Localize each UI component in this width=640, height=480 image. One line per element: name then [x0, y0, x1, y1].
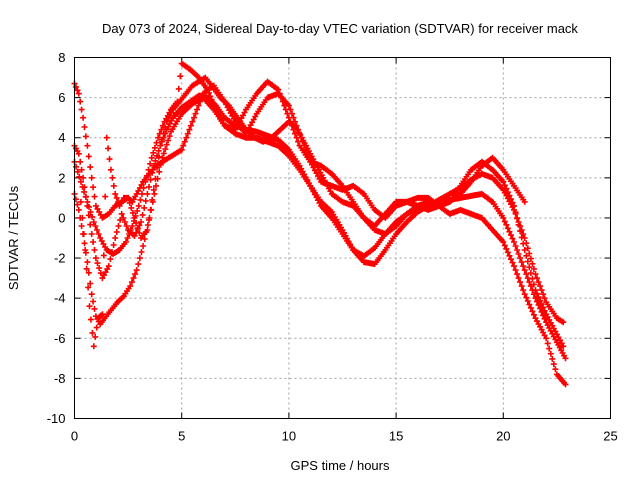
x-tick-label: 25	[603, 429, 617, 444]
x-tick-label: 0	[71, 429, 78, 444]
y-tick-label: 4	[58, 130, 65, 145]
x-tick-label: 5	[178, 429, 185, 444]
chart-title: Day 073 of 2024, Sidereal Day-to-day VTE…	[102, 21, 578, 36]
series-track-5	[77, 82, 528, 350]
x-tick-label: 10	[282, 429, 296, 444]
y-tick-label: -10	[47, 411, 66, 426]
x-tick-label: 20	[496, 429, 510, 444]
x-axis-label: GPS time / hours	[291, 458, 390, 473]
y-tick-label: -4	[54, 291, 66, 306]
y-tick-label: -2	[54, 251, 66, 266]
series-plus-markers	[77, 82, 528, 350]
y-tick-label: 8	[58, 50, 65, 65]
y-tick-label: 6	[58, 90, 65, 105]
y-tick-label: -8	[54, 371, 66, 386]
y-axis-label: SDTVAR / TECUs	[6, 185, 21, 290]
y-tick-label: -6	[54, 331, 66, 346]
y-tick-label: 0	[58, 210, 65, 225]
y-tick-label: 2	[58, 170, 65, 185]
x-tick-label: 15	[389, 429, 403, 444]
plot-frame	[74, 57, 611, 419]
